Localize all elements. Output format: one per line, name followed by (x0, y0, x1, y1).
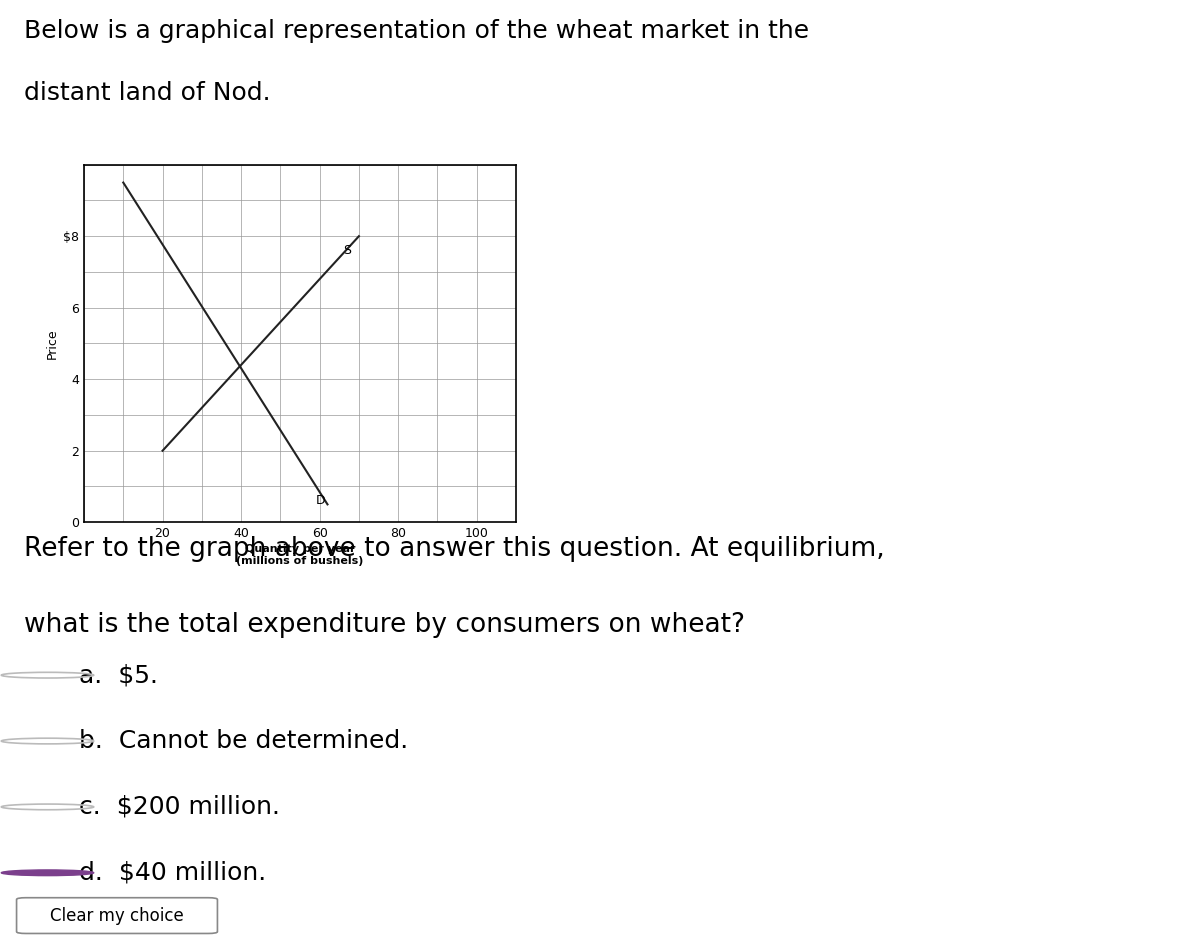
Text: Refer to the graph above to answer this question. At equilibrium,: Refer to the graph above to answer this … (24, 536, 884, 563)
Text: S: S (343, 244, 352, 257)
Text: Below is a graphical representation of the wheat market in the: Below is a graphical representation of t… (24, 19, 809, 43)
Text: distant land of Nod.: distant land of Nod. (24, 81, 271, 105)
Text: a.  $5.: a. $5. (79, 663, 157, 687)
Text: c.  $200 million.: c. $200 million. (79, 795, 280, 819)
Text: D: D (316, 494, 325, 507)
X-axis label: Quantity per year
(millions of bushels): Quantity per year (millions of bushels) (236, 544, 364, 566)
Text: b.  Cannot be determined.: b. Cannot be determined. (79, 729, 408, 753)
Text: d.  $40 million.: d. $40 million. (79, 861, 266, 885)
FancyBboxPatch shape (17, 898, 217, 933)
Y-axis label: Price: Price (46, 328, 59, 359)
Text: Clear my choice: Clear my choice (50, 906, 184, 925)
Circle shape (1, 869, 94, 876)
Text: what is the total expenditure by consumers on wheat?: what is the total expenditure by consume… (24, 613, 745, 638)
